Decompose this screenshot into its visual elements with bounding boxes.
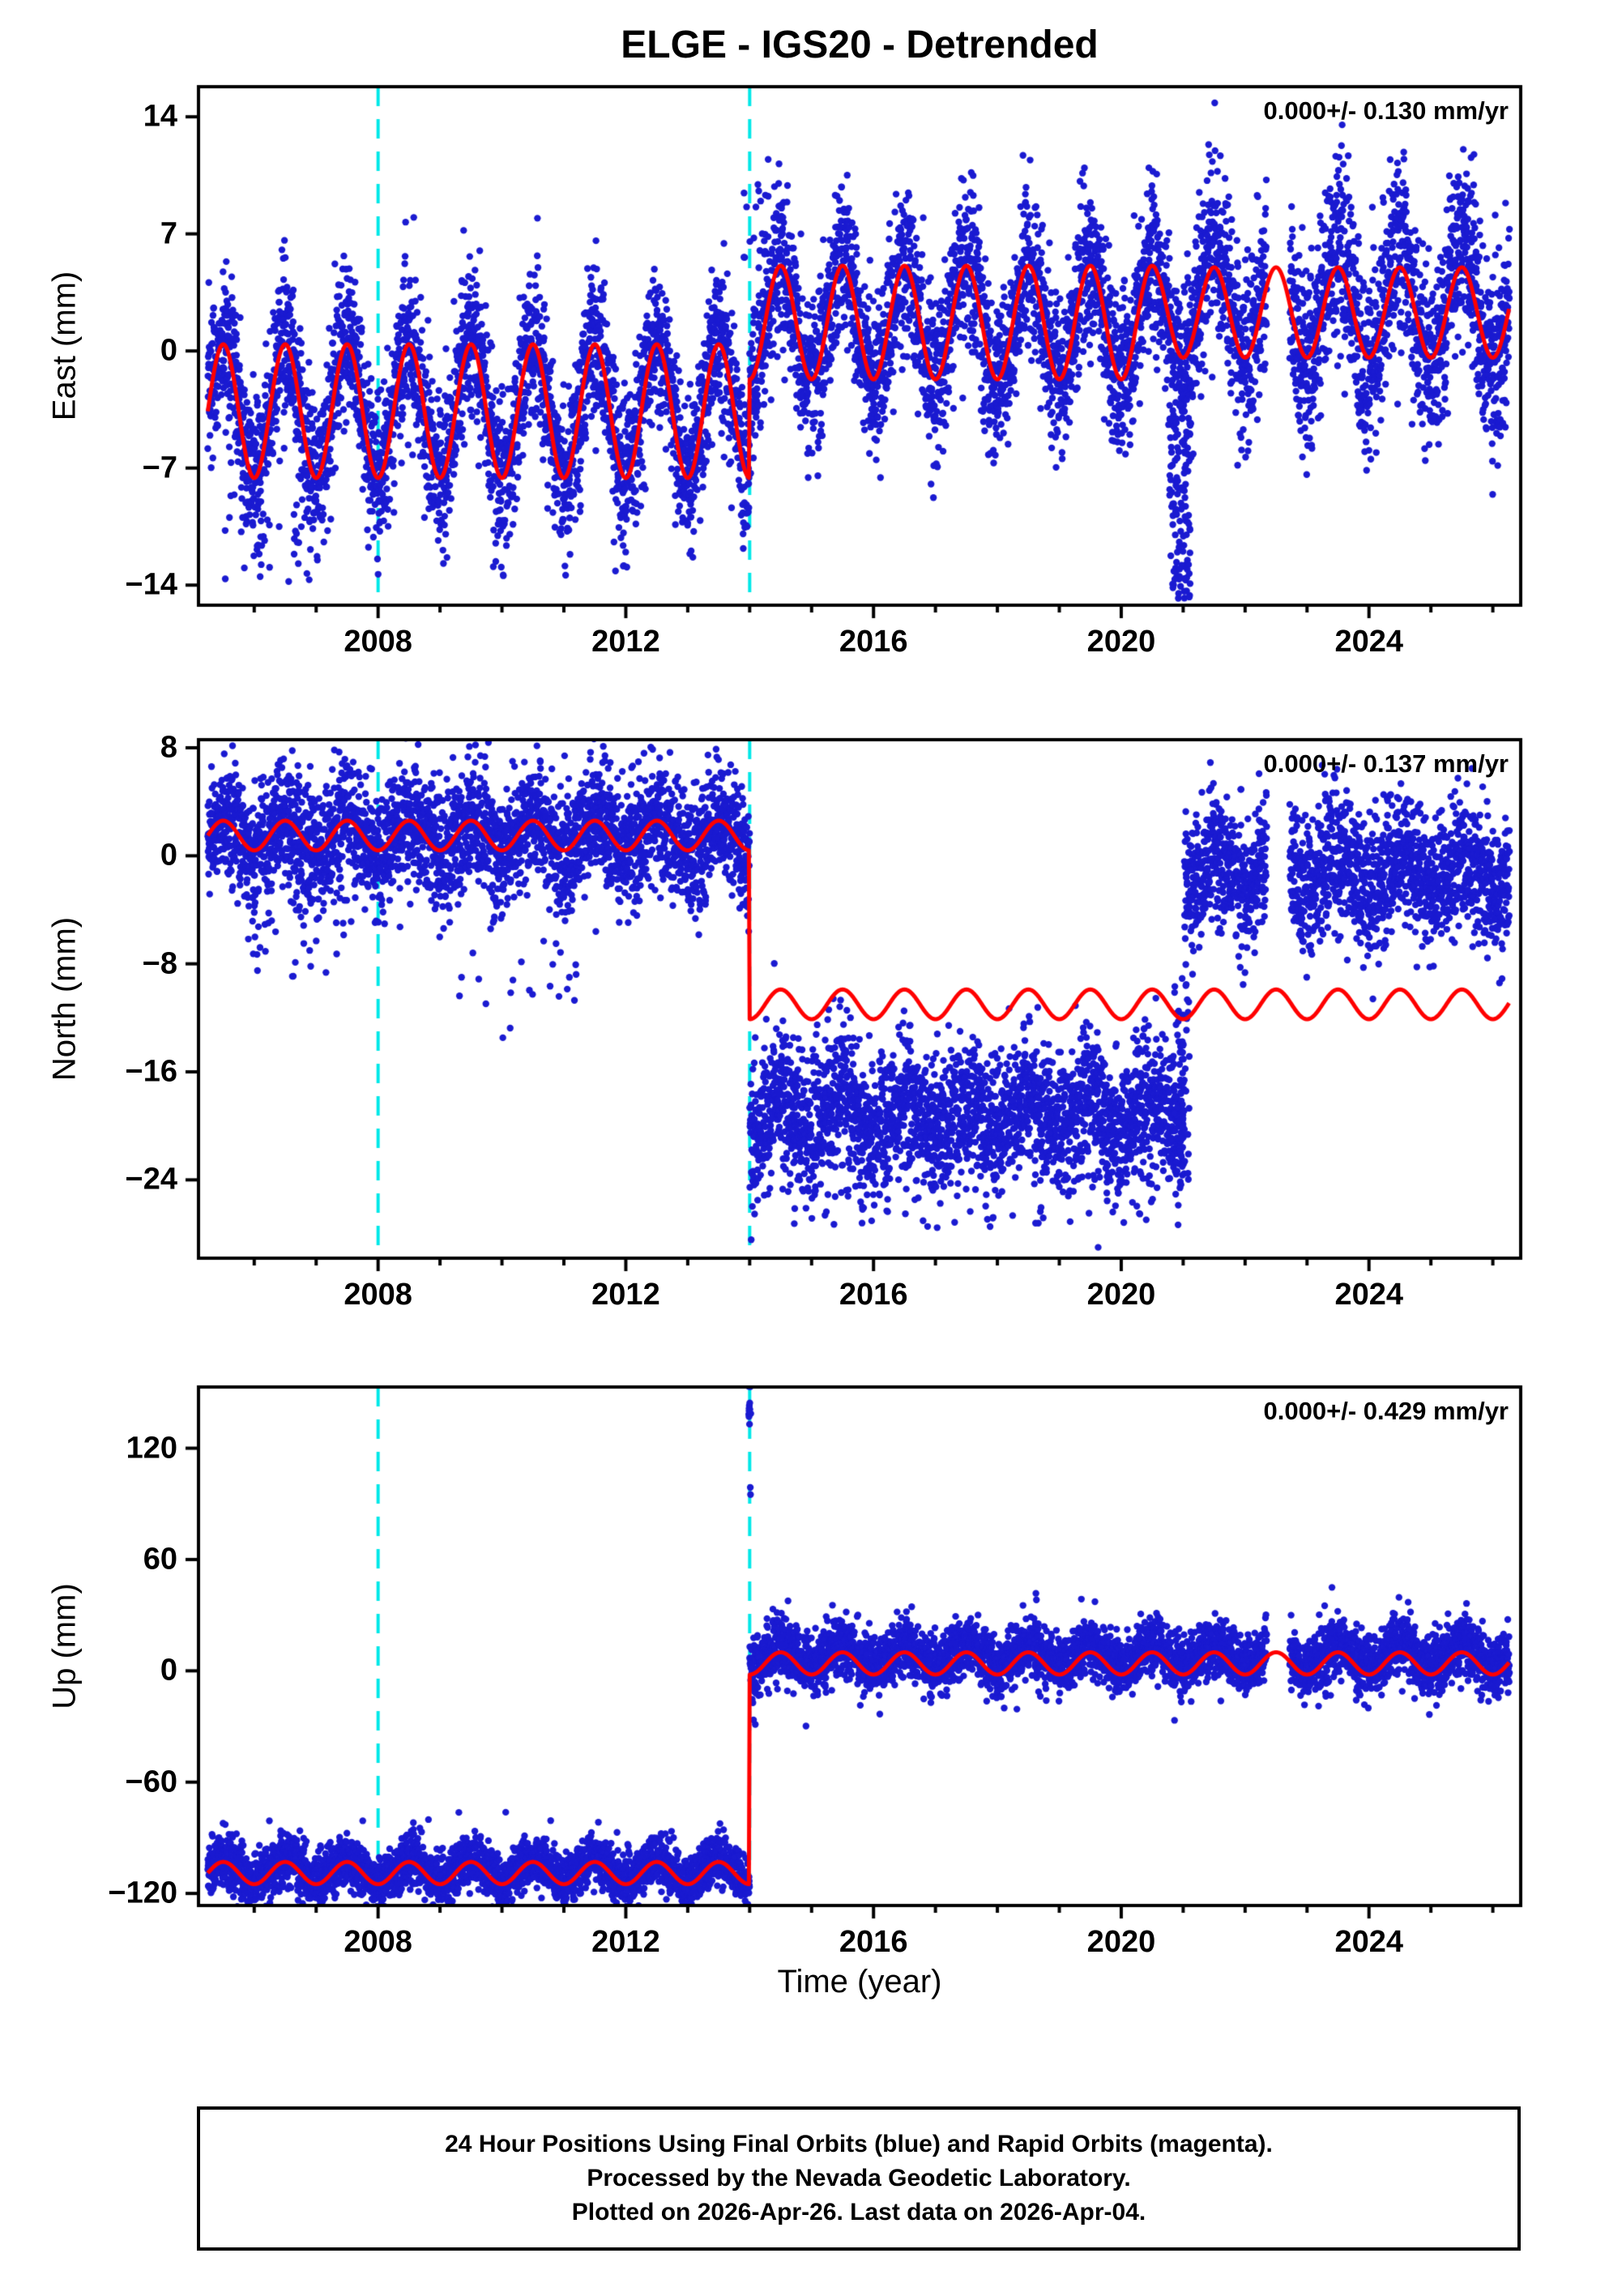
footer-line-2: Processed by the Nevada Geodetic Laborat… [587,2165,1131,2191]
up-rate-label: 0.000+/- 0.429 mm/yr [1263,1397,1509,1425]
north-rate-label: 0.000+/- 0.137 mm/yr [1263,749,1509,778]
footer-box: 24 Hour Positions Using Final Orbits (bl… [197,2106,1521,2251]
north-axis-label: North (mm) [46,916,83,1082]
up-axis-label: Up (mm) [46,1583,83,1709]
footer-line-1: 24 Hour Positions Using Final Orbits (bl… [445,2131,1273,2157]
east-rate-label: 0.000+/- 0.130 mm/yr [1263,96,1509,125]
x-axis-label: Time (year) [777,1964,942,1999]
figure-title: ELGE - IGS20 - Detrended [621,23,1099,66]
footer-line-3: Plotted on 2026-Apr-26. Last data on 202… [571,2199,1146,2226]
east-axis-label: East (mm) [46,271,83,421]
